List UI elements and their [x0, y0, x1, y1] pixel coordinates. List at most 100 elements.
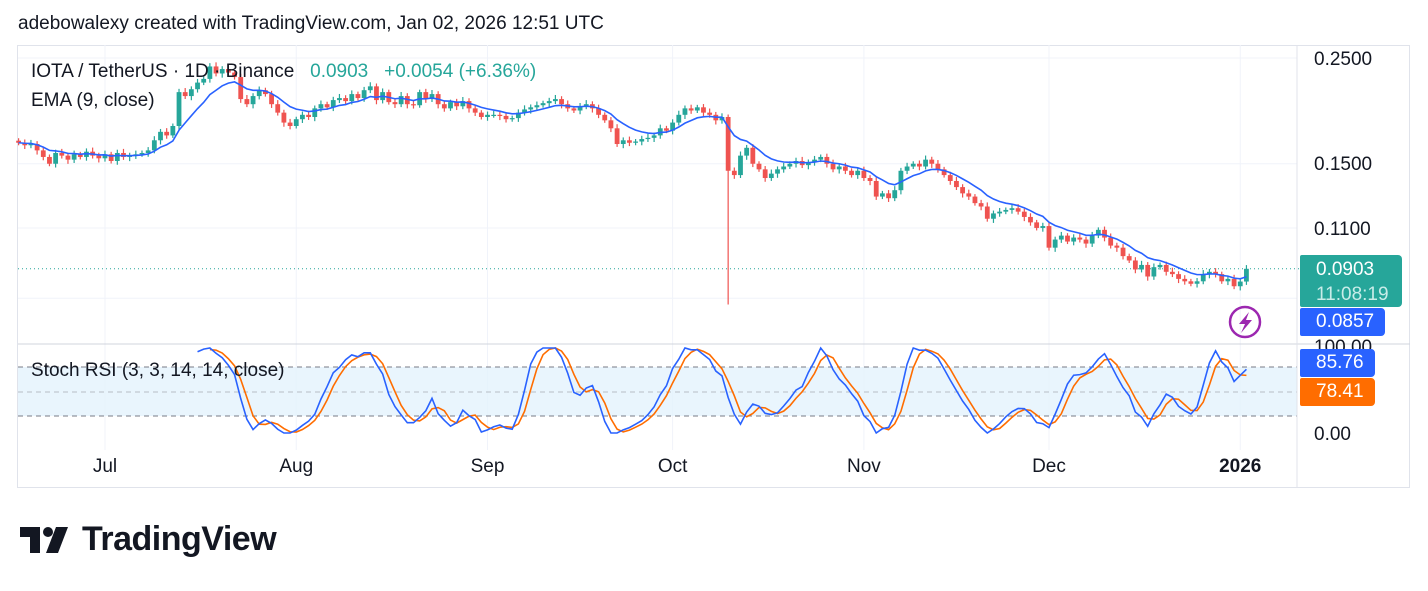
logo-text: TradingView — [82, 520, 277, 558]
candle — [1102, 226, 1107, 242]
candle-body — [96, 155, 102, 159]
x-tick-label: 2026 — [1219, 456, 1261, 477]
candle-body — [16, 140, 21, 143]
candle — [460, 97, 466, 110]
candle — [59, 148, 65, 159]
last-price: 0.0903 — [310, 61, 369, 82]
candle — [688, 104, 694, 114]
candle — [293, 116, 299, 129]
candle — [1046, 221, 1052, 251]
candle — [1225, 275, 1231, 286]
candle — [213, 62, 219, 77]
candle-body — [1151, 267, 1157, 277]
chart-frame — [17, 45, 1410, 488]
candle-body — [114, 152, 120, 161]
candle — [256, 86, 262, 100]
candle — [725, 114, 731, 305]
candle — [1169, 267, 1175, 278]
stoch-legend[interactable]: Stoch RSI (3, 3, 14, 14, close) — [31, 360, 285, 381]
candle — [503, 112, 509, 123]
candle-body — [53, 152, 59, 164]
y-tick-label: 0.1100 — [1314, 219, 1371, 240]
candle — [108, 151, 114, 164]
candle — [1058, 231, 1064, 243]
candle — [1021, 208, 1027, 222]
candle-body — [441, 104, 447, 109]
candle — [16, 138, 21, 146]
candle-body — [349, 94, 355, 102]
candle — [768, 169, 774, 181]
candle-body — [873, 181, 879, 197]
candle — [164, 128, 170, 139]
candle — [232, 70, 237, 80]
candle-body — [269, 94, 274, 105]
candle-body — [824, 156, 830, 164]
candle — [478, 110, 484, 120]
candle — [1139, 260, 1144, 273]
candle — [201, 76, 207, 86]
candle-body — [842, 166, 848, 171]
candle — [40, 146, 46, 161]
candle-body — [250, 96, 256, 105]
candle — [830, 159, 836, 173]
candle — [880, 190, 885, 200]
candle-body — [583, 104, 589, 107]
candle-body — [731, 170, 737, 176]
candle-body — [65, 155, 71, 160]
candle — [1009, 204, 1015, 214]
candle-body — [688, 108, 694, 111]
candle-body — [392, 102, 398, 105]
x-tick-label: Sep — [471, 456, 505, 477]
candle — [1120, 243, 1126, 260]
candle — [300, 111, 305, 123]
candle — [910, 161, 916, 170]
candle — [411, 100, 416, 109]
candle-body — [627, 140, 632, 143]
candle — [639, 135, 645, 146]
candle-body — [1200, 274, 1206, 282]
candle-body — [1126, 256, 1132, 261]
symbol-legend[interactable]: IOTA / TetherUS · 1D · Binance 0.0903 +0… — [31, 61, 536, 83]
lightning-alert-icon[interactable] — [1228, 305, 1262, 339]
candle-body — [1145, 264, 1151, 277]
candle — [225, 65, 231, 76]
candle — [1095, 227, 1101, 239]
candle — [1108, 233, 1114, 249]
candle-body — [170, 126, 176, 136]
candle — [244, 94, 250, 108]
candle-body — [639, 139, 645, 142]
candle — [713, 111, 719, 125]
candle-body — [1009, 208, 1015, 210]
candle-body — [991, 213, 996, 219]
last-price-tag: 0.0903 11:08:19 — [1300, 255, 1402, 307]
candle-body — [861, 170, 867, 179]
candle-body — [1052, 239, 1058, 248]
candle-body — [787, 163, 793, 167]
candle-body — [515, 112, 521, 119]
candle — [744, 144, 750, 160]
candle-body — [664, 128, 669, 131]
candle — [923, 155, 928, 170]
candle-body — [398, 96, 404, 105]
candle — [941, 166, 947, 178]
tradingview-logo[interactable]: TradingView — [20, 520, 277, 559]
candle — [701, 104, 706, 117]
candle-body — [1058, 235, 1064, 240]
candle-body — [867, 178, 873, 182]
candle-body — [1077, 237, 1083, 240]
candle-body — [676, 114, 682, 123]
candle-body — [577, 106, 583, 111]
candle-body — [1083, 239, 1089, 244]
candle — [90, 147, 96, 159]
chart-caption: adebowalexy created with TradingView.com… — [18, 13, 604, 34]
candle-body — [1207, 271, 1212, 275]
candle-body — [232, 72, 237, 78]
candle-body — [343, 98, 349, 102]
candle-body — [620, 140, 626, 145]
ema-legend[interactable]: EMA (9, close) — [31, 90, 155, 111]
candle-body — [701, 107, 706, 113]
candle-body — [923, 159, 928, 167]
candle-body — [633, 141, 638, 143]
candle-body — [361, 90, 367, 99]
